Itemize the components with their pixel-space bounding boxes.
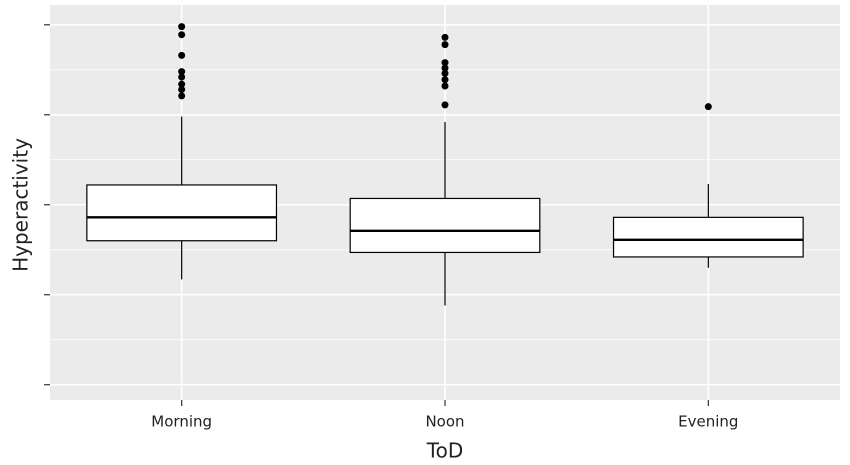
outlier bbox=[441, 64, 449, 72]
outlier bbox=[178, 23, 186, 31]
outlier bbox=[441, 33, 449, 41]
outlier bbox=[178, 31, 186, 39]
outlier bbox=[178, 86, 186, 94]
box bbox=[349, 197, 541, 254]
outlier bbox=[441, 41, 449, 49]
outlier bbox=[178, 68, 186, 76]
x-axis-title: ToD bbox=[426, 439, 463, 463]
outlier bbox=[178, 73, 186, 81]
outlier bbox=[178, 80, 186, 88]
x-tick-label: Morning bbox=[151, 413, 212, 431]
outlier bbox=[178, 51, 186, 59]
box bbox=[612, 216, 804, 258]
x-tick-label: Noon bbox=[425, 413, 464, 431]
box bbox=[86, 184, 278, 242]
outlier bbox=[441, 69, 449, 77]
x-tick-label: Evening bbox=[678, 413, 738, 431]
outlier bbox=[178, 92, 186, 100]
outlier bbox=[441, 76, 449, 84]
outlier bbox=[441, 101, 449, 109]
outlier bbox=[704, 103, 712, 111]
y-axis-title: Hyperactivity bbox=[9, 138, 33, 272]
outlier bbox=[441, 82, 449, 90]
outlier bbox=[441, 59, 449, 67]
